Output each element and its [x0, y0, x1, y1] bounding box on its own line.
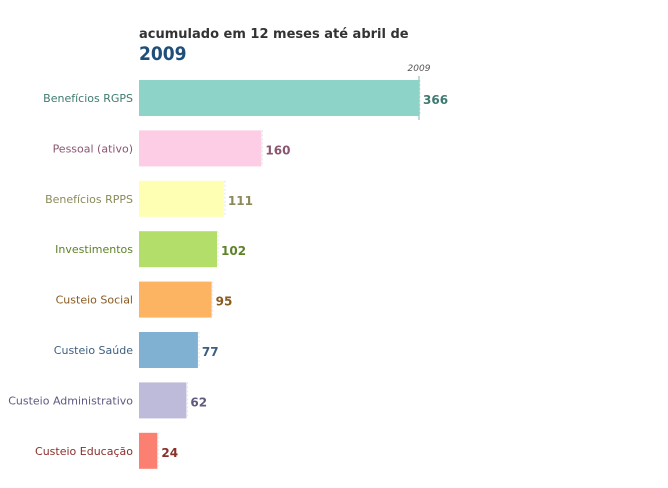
bar: [139, 432, 158, 469]
value-label: 77: [202, 345, 219, 359]
value-label: 24: [161, 446, 178, 460]
category-label: Custeio Social: [56, 294, 133, 307]
bars-group: 2009 Benefícios RGPS 366 Pessoal (ativo) 160…: [8, 64, 448, 469]
chart-subtitle: acumulado em 12 meses até abril de: [139, 27, 409, 42]
value-label: 160: [265, 143, 290, 157]
value-label: 62: [190, 395, 207, 409]
bar: [139, 180, 224, 217]
category-label: Benefícios RGPS: [43, 92, 133, 105]
bar: [139, 80, 419, 116]
chart-year: 2009: [139, 43, 187, 65]
bar: [139, 332, 198, 368]
category-label: Custeio Educação: [35, 445, 133, 458]
value-label: 102: [221, 244, 246, 258]
category-label: Investimentos: [55, 243, 133, 256]
value-label: 111: [228, 194, 253, 208]
bar: [139, 130, 262, 167]
bar: [139, 281, 212, 318]
value-label: 95: [216, 295, 233, 309]
bar: [139, 382, 187, 419]
category-label: Custeio Saúde: [54, 344, 133, 357]
category-label: Pessoal (ativo): [53, 142, 133, 155]
reference-label: 2009: [408, 64, 431, 74]
value-label: 366: [423, 93, 448, 107]
category-label: Custeio Administrativo: [8, 394, 133, 407]
bar: [139, 231, 218, 268]
category-label: Benefícios RPPS: [45, 193, 133, 206]
